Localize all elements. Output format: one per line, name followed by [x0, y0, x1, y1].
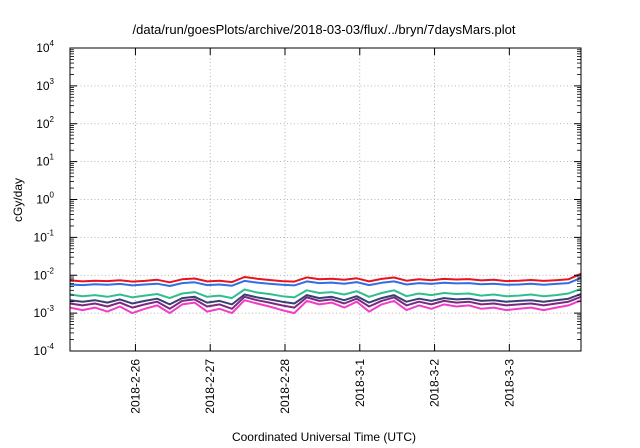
y-tick-exponent: -1 — [47, 228, 55, 237]
y-tick-exponent: 1 — [50, 153, 55, 162]
series-line — [69, 299, 582, 315]
x-tick-label: 2018-2-27 — [203, 359, 217, 414]
x-tick-label: 2018-2-28 — [278, 359, 292, 414]
y-tick-exponent: 2 — [50, 115, 55, 124]
y-tick-label: 104 — [36, 39, 54, 55]
x-tick-label: 2018-3-1 — [353, 359, 367, 407]
series-line — [69, 293, 582, 306]
y-tick-exponent: 4 — [50, 39, 55, 48]
y-tick-label: 102 — [36, 115, 54, 131]
x-tick-label: 2018-2-26 — [128, 359, 142, 414]
x-tick-label: 2018-3-2 — [428, 359, 442, 407]
series-line — [69, 276, 582, 287]
series-line — [69, 287, 582, 300]
y-tick-exponent: -2 — [47, 266, 55, 275]
y-tick-label: 10-2 — [34, 266, 55, 282]
ticks: 10410310210110010-110-210-310-42018-2-26… — [34, 39, 581, 414]
chart-title: /data/run/goesPlots/archive/2018-03-03/f… — [133, 22, 516, 37]
y-tick-label: 101 — [36, 153, 54, 169]
y-tick-label: 10-4 — [34, 342, 55, 358]
y-tick-label: 10-1 — [34, 228, 55, 244]
x-tick-label: 2018-3-3 — [502, 359, 516, 407]
y-tick-label: 10-3 — [34, 304, 55, 320]
y-tick-label: 100 — [36, 191, 54, 207]
y-tick-exponent: -3 — [47, 304, 55, 313]
series-line — [69, 295, 582, 310]
y-tick-exponent: 3 — [50, 77, 55, 86]
y-axis-label: cGy/day — [11, 178, 25, 222]
series-layer — [69, 272, 582, 315]
y-tick-exponent: 0 — [50, 191, 55, 200]
y-tick-exponent: -4 — [47, 342, 55, 351]
series-line — [69, 272, 582, 284]
x-axis-label: Coordinated Universal Time (UTC) — [232, 430, 416, 444]
y-tick-label: 103 — [36, 77, 54, 93]
